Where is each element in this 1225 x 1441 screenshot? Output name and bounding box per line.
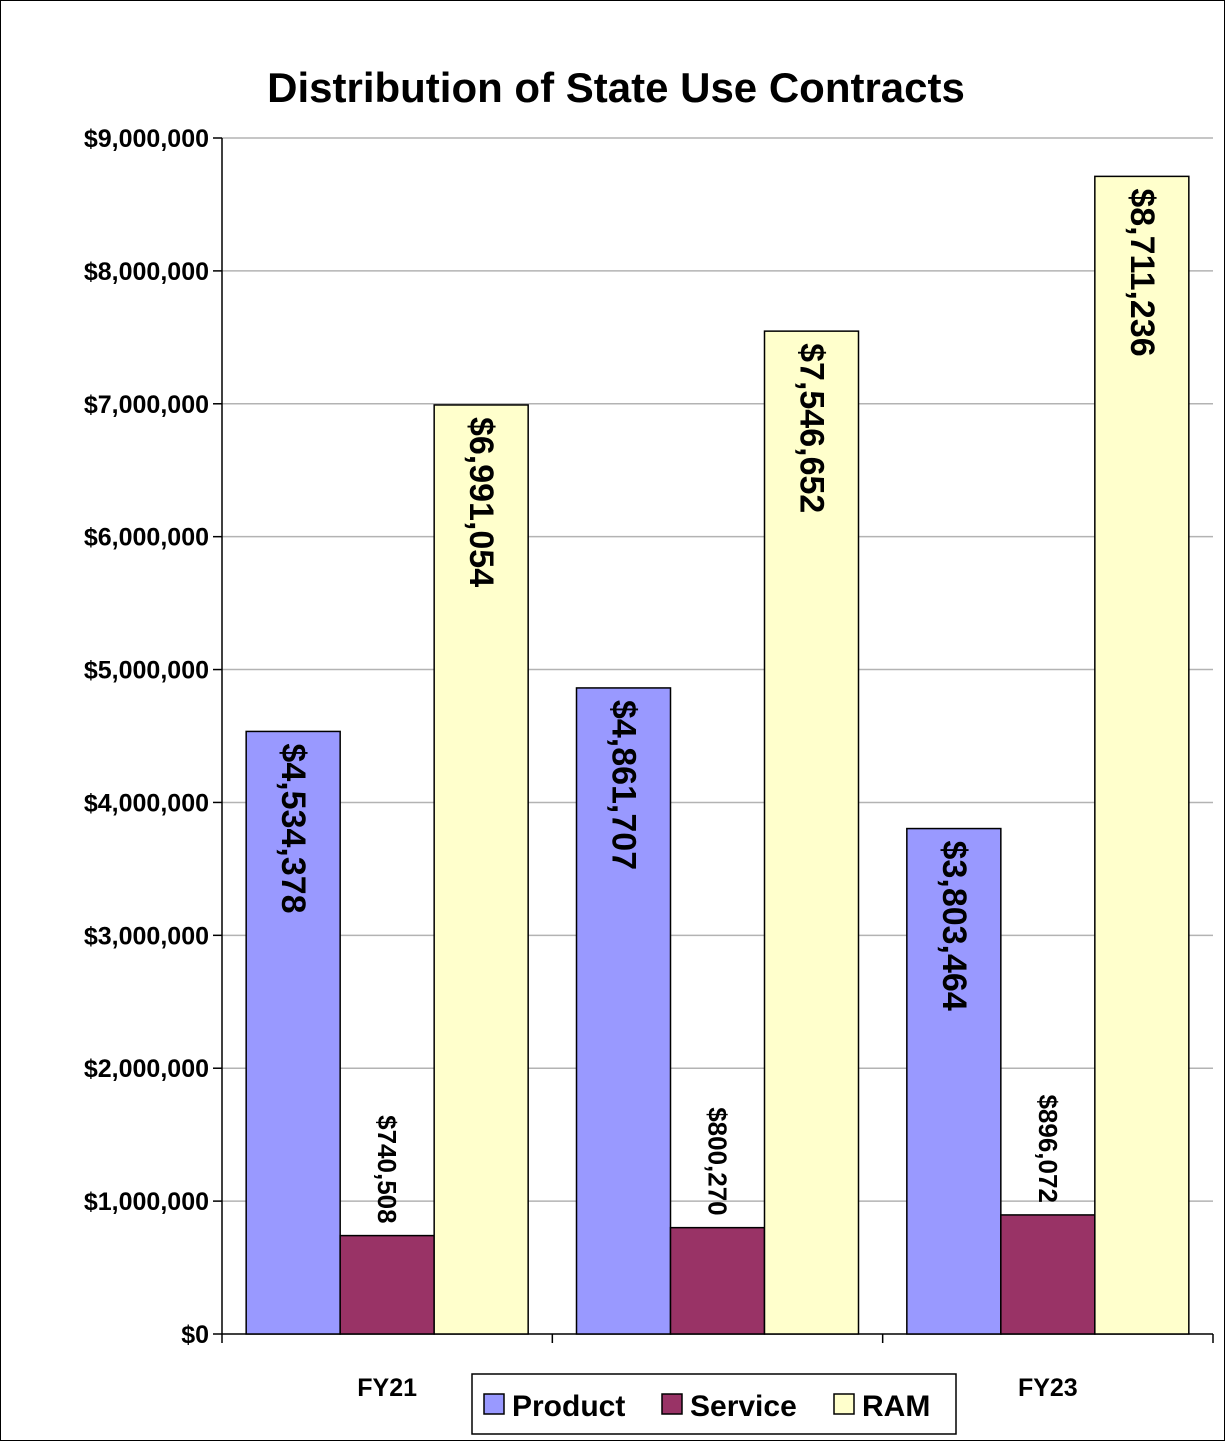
bar-ram bbox=[1094, 175, 1190, 1335]
bars bbox=[245, 175, 1190, 1335]
legend: Product Service RAM bbox=[471, 1373, 957, 1435]
y-tick-label: $7,000,000 bbox=[84, 391, 209, 419]
bar-ram bbox=[433, 404, 529, 1335]
bar-service bbox=[1000, 1214, 1096, 1335]
data-label: $3,803,464 bbox=[935, 841, 973, 1011]
legend-box bbox=[471, 1373, 957, 1435]
legend-swatch-ram bbox=[833, 1393, 855, 1415]
y-tick-label: $6,000,000 bbox=[84, 524, 209, 552]
y-tick-label: $4,000,000 bbox=[84, 789, 209, 817]
data-labels: $4,534,378 $4,861,707 $3,803,464 $740,508 $8… bbox=[274, 188, 1161, 1223]
bar-product bbox=[245, 730, 341, 1335]
gridlines bbox=[222, 137, 1213, 1202]
y-tick-label: $8,000,000 bbox=[84, 258, 209, 286]
bar-ram bbox=[763, 330, 860, 1335]
y-tick-label: $2,000,000 bbox=[84, 1055, 209, 1083]
data-label: $4,861,707 bbox=[605, 700, 643, 870]
bar-service bbox=[339, 1234, 435, 1335]
y-tick-label: $5,000,000 bbox=[84, 657, 209, 685]
chart-title: Distribution of State Use Contracts bbox=[267, 64, 965, 111]
data-label: $4,534,378 bbox=[274, 743, 312, 913]
legend-label-ram: RAM bbox=[862, 1390, 930, 1423]
bar-service bbox=[669, 1226, 766, 1335]
x-tick-label: FY21 bbox=[357, 1374, 417, 1402]
legend-label-product: Product bbox=[512, 1390, 625, 1423]
data-label: $800,270 bbox=[703, 1107, 733, 1215]
data-label: $8,711,236 bbox=[1123, 188, 1161, 356]
data-label: $6,991,054 bbox=[462, 417, 500, 587]
data-label: $740,508 bbox=[372, 1115, 402, 1223]
x-tick-label: FY23 bbox=[1018, 1374, 1078, 1402]
y-tick-label: $1,000,000 bbox=[84, 1188, 209, 1216]
data-label: $896,072 bbox=[1033, 1094, 1063, 1202]
bar-product bbox=[575, 687, 672, 1335]
y-tick-label: $3,000,000 bbox=[84, 922, 209, 950]
bar-product bbox=[906, 827, 1002, 1335]
legend-swatch-product bbox=[483, 1393, 505, 1415]
legend-swatch-service bbox=[661, 1393, 683, 1415]
y-tick-label: $0 bbox=[181, 1321, 209, 1349]
data-label: $7,546,652 bbox=[793, 343, 831, 513]
legend-label-service: Service bbox=[690, 1390, 797, 1423]
y-tick-label: $9,000,000 bbox=[84, 125, 209, 153]
